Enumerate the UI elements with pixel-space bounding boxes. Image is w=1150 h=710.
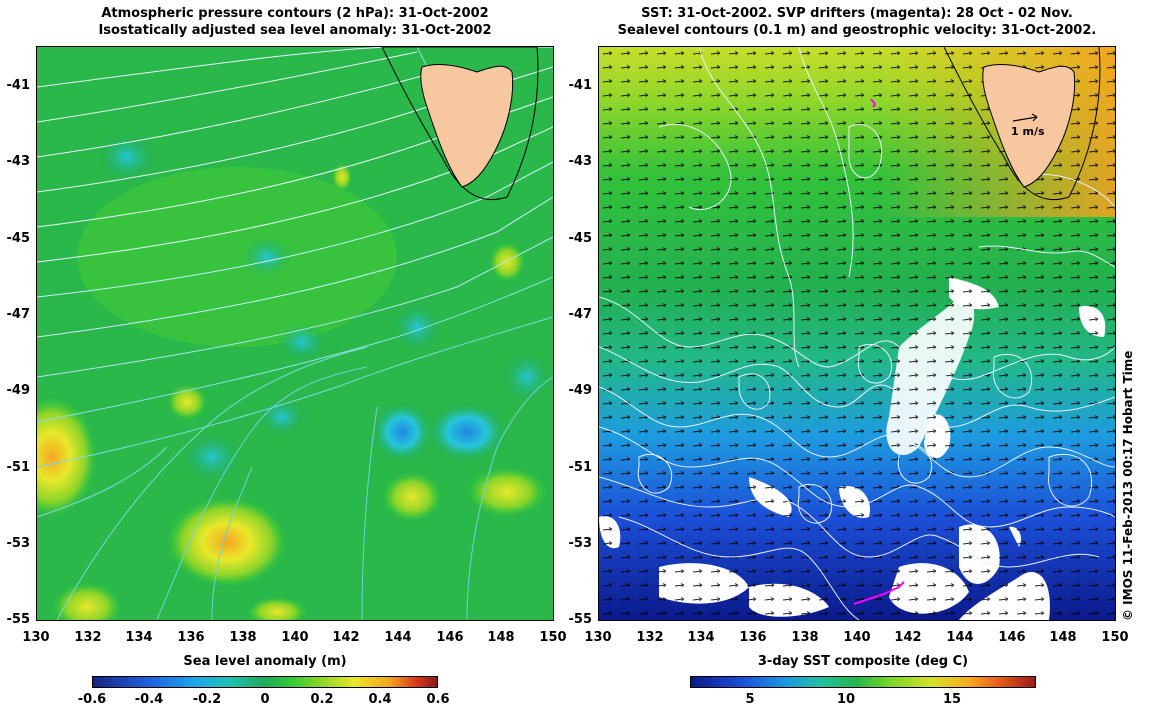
x-tick-label: 148	[487, 630, 515, 645]
x-tick-label: 140	[281, 630, 309, 645]
sst-colorbar	[690, 676, 1036, 688]
x-tick-label: 130	[584, 630, 612, 645]
sst-colorbar-tick: 10	[836, 692, 856, 707]
y-tick-label: -45	[6, 231, 31, 246]
velocity-scale-label: 1 m/s	[1011, 125, 1045, 138]
x-tick-label: 144	[384, 630, 412, 645]
y-tick-label: -53	[6, 536, 31, 551]
x-tick-label: 142	[332, 630, 360, 645]
sla-colorbar-tick: 0	[260, 692, 270, 707]
sla-colorbar-tick: -0.6	[77, 692, 107, 707]
left-title-line2: Isostatically adjusted sea level anomaly…	[98, 23, 492, 38]
y-tick-label: -45	[568, 231, 593, 246]
x-tick-label: 148	[1049, 630, 1077, 645]
y-tick-label: -55	[568, 612, 593, 627]
sla-anomaly-blobs	[37, 132, 552, 620]
imos-credit: © IMOS 11-Feb-2013 00:17 Hobart Time	[1121, 350, 1135, 621]
land-polygon-sst	[982, 64, 1076, 188]
x-tick-label: 146	[998, 630, 1026, 645]
y-tick-label: -51	[568, 460, 593, 475]
x-tick-label: 140	[843, 630, 871, 645]
sealevel-contours	[599, 47, 1115, 620]
sla-colorbar-tick: -0.4	[134, 692, 164, 707]
x-tick-label: 138	[791, 630, 819, 645]
x-tick-label: 144	[946, 630, 974, 645]
sst-colorbar-tick: 15	[942, 692, 962, 707]
y-tick-label: -53	[568, 536, 593, 551]
sst-map[interactable]: 1 m/s	[598, 46, 1116, 621]
x-tick-label: 142	[894, 630, 922, 645]
y-tick-label: -49	[568, 383, 593, 398]
sla-map-svg	[37, 47, 553, 620]
velocity-scale-arrow	[1012, 113, 1038, 122]
x-tick-label: 134	[125, 630, 153, 645]
x-tick-label: 136	[177, 630, 205, 645]
pressure-contours	[37, 47, 553, 620]
x-tick-label: 150	[539, 630, 567, 645]
x-tick-label: 150	[1101, 630, 1129, 645]
right-title-line2: Sealevel contours (0.1 m) and geostrophi…	[617, 23, 1097, 38]
sla-colorbar-tick: 0.4	[368, 692, 392, 707]
y-tick-label: -43	[6, 154, 31, 169]
y-tick-label: -47	[6, 307, 31, 322]
x-tick-label: 134	[687, 630, 715, 645]
svp-drifter-tracks	[853, 98, 905, 605]
right-title-line1: SST: 31-Oct-2002. SVP drifters (magenta)…	[641, 6, 1073, 21]
x-tick-label: 132	[74, 630, 102, 645]
sla-colorbar-tick: -0.2	[192, 692, 222, 707]
sla-colorbar-title: Sea level anomaly (m)	[183, 654, 347, 669]
y-tick-label: -55	[6, 612, 31, 627]
x-tick-label: 146	[436, 630, 464, 645]
land-polygon	[420, 64, 514, 188]
y-tick-label: -47	[568, 307, 593, 322]
sla-colorbar	[92, 676, 438, 688]
y-tick-label: -41	[6, 78, 31, 93]
x-tick-label: 132	[636, 630, 664, 645]
tasmania-land	[381, 47, 539, 201]
x-tick-label: 138	[229, 630, 257, 645]
x-tick-label: 136	[739, 630, 767, 645]
x-tick-label: 130	[22, 630, 50, 645]
y-tick-label: -41	[568, 78, 593, 93]
sla-colorbar-tick: 0.6	[426, 692, 450, 707]
sst-map-svg	[599, 47, 1115, 620]
y-tick-label: -51	[6, 460, 31, 475]
left-title-line1: Atmospheric pressure contours (2 hPa): 3…	[101, 6, 489, 21]
sst-colorbar-tick: 5	[745, 692, 755, 707]
sst-colorbar-title: 3-day SST composite (deg C)	[757, 654, 969, 669]
y-tick-label: -49	[6, 383, 31, 398]
tasmania-land-sst	[943, 47, 1101, 201]
sla-colorbar-tick: 0.2	[310, 692, 334, 707]
sea-level-anomaly-map[interactable]	[36, 46, 554, 621]
y-tick-label: -43	[568, 154, 593, 169]
